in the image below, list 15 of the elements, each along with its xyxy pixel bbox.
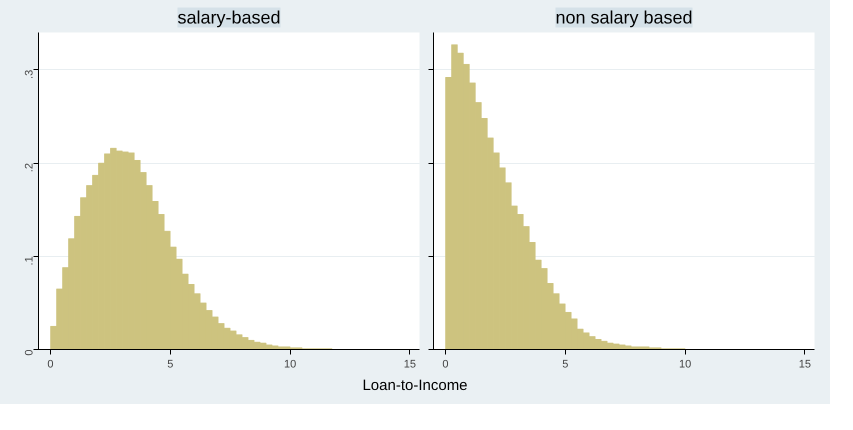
x-tick-label: 15 bbox=[404, 358, 416, 370]
x-tick-label: 10 bbox=[284, 358, 296, 370]
x-tick-label: 5 bbox=[562, 358, 568, 370]
y-tick-label: .2 bbox=[24, 163, 36, 172]
chart-title: non salary based bbox=[555, 8, 693, 28]
y-tick-label: .1 bbox=[24, 256, 36, 266]
y-tick-label: .3 bbox=[24, 70, 36, 79]
y-tick-label: 0 bbox=[24, 349, 36, 356]
x-tick-label: 5 bbox=[167, 358, 174, 370]
x-tick-label: 10 bbox=[678, 358, 692, 370]
x-axis-title: Loan-to-Income bbox=[362, 376, 468, 396]
x-tick-label: 15 bbox=[798, 358, 812, 370]
chart-title: salary-based bbox=[177, 8, 281, 28]
x-tick-label: 0 bbox=[47, 358, 54, 370]
x-tick-label: 0 bbox=[442, 358, 449, 370]
